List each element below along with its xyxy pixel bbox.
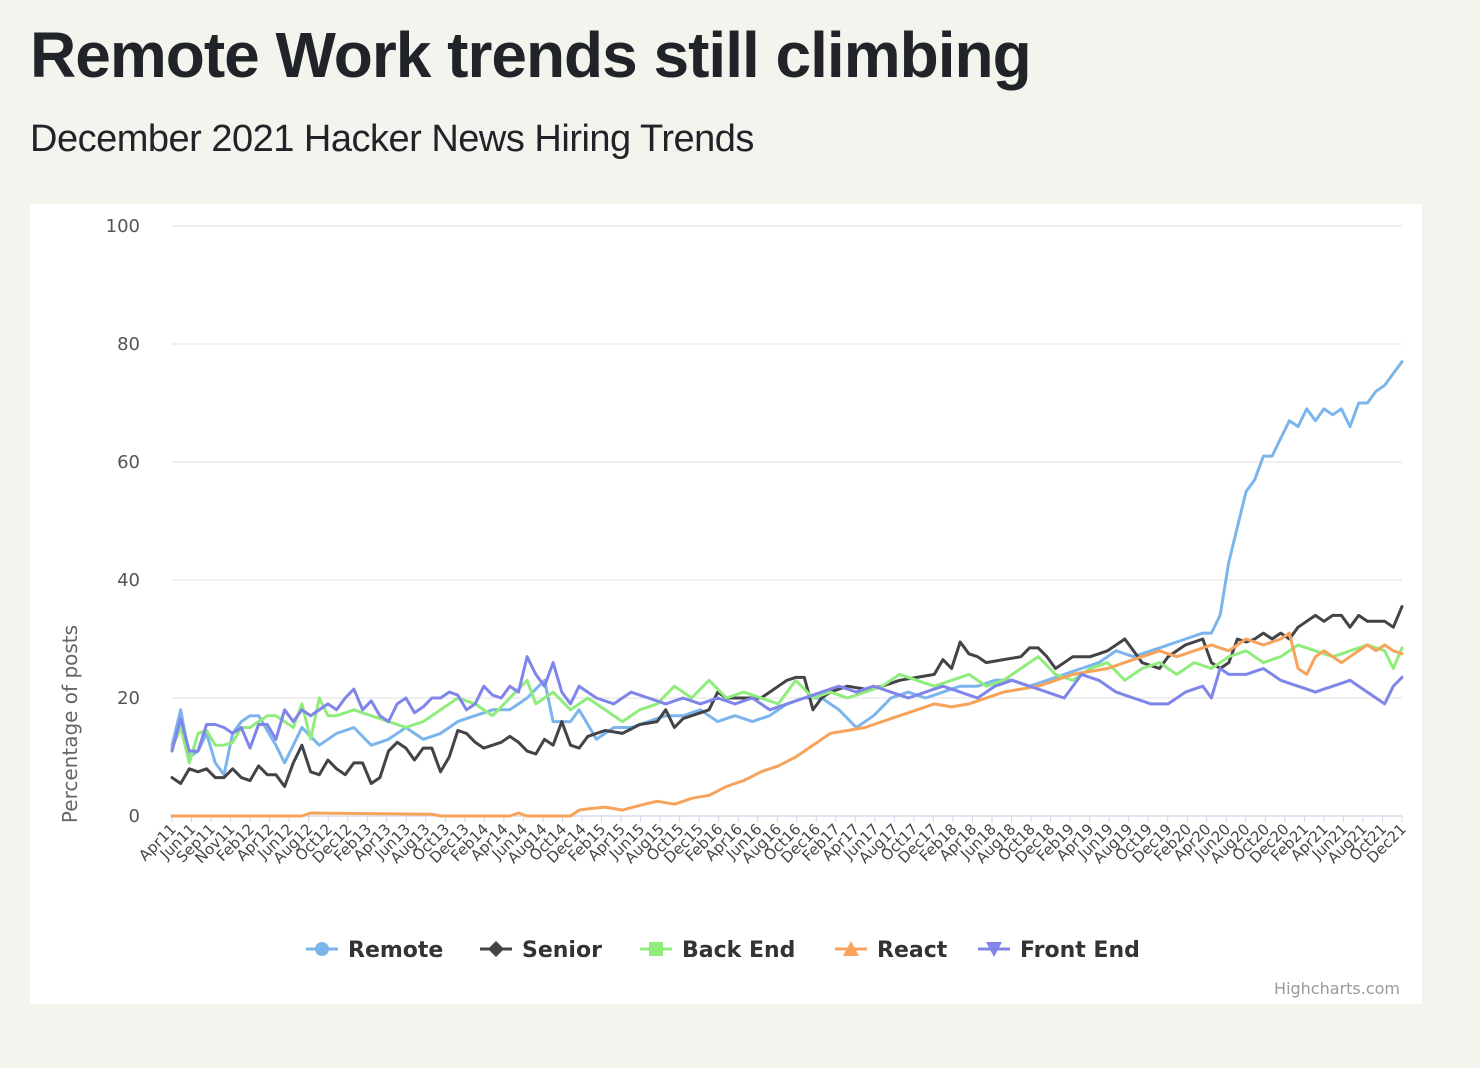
chart-panel: 0 20 40 60 80 100 Percentage of posts Apr11 Ju…	[30, 204, 1422, 1004]
circle-marker-icon	[315, 942, 329, 956]
diamond-marker-icon	[488, 941, 504, 957]
y-axis-ticks: 0 20 40 60 80 100	[106, 216, 140, 827]
y-axis-title: Percentage of posts	[58, 625, 82, 823]
series-line-senior[interactable]	[170, 605, 1404, 788]
legend-item-remote[interactable]: Remote	[306, 938, 443, 963]
legend-label: Back End	[682, 938, 795, 963]
legend-label: Front End	[1020, 938, 1140, 963]
legend-item-senior[interactable]: Senior	[480, 938, 602, 963]
legend-item-front-end[interactable]: Front End	[978, 938, 1140, 963]
y-tick-label: 40	[117, 570, 140, 591]
series-lines	[170, 360, 1404, 818]
legend-label: React	[877, 938, 948, 963]
legend-item-back-end[interactable]: Back End	[640, 938, 795, 963]
y-tick-label: 20	[117, 688, 140, 709]
series-line-remote[interactable]	[170, 360, 1404, 777]
legend-label: Senior	[522, 938, 602, 963]
y-tick-label: 0	[129, 806, 140, 827]
legend-label: Remote	[348, 938, 443, 963]
page-subtitle: December 2021 Hacker News Hiring Trends	[30, 118, 754, 160]
legend-item-react[interactable]: React	[835, 938, 948, 963]
legend: Remote Senior Back End React Front End	[306, 938, 1140, 963]
page-title: Remote Work trends still climbing	[30, 19, 1032, 91]
credits-link[interactable]: Highcharts.com	[1274, 979, 1400, 998]
y-tick-label: 60	[117, 452, 140, 473]
triangle-marker-icon	[843, 941, 859, 956]
y-tick-label: 80	[117, 334, 140, 355]
x-axis-ticks: Apr11Jun11Sep11Nov11Feb12Apr12Jun12Aug12…	[135, 816, 1410, 867]
grid-lines	[172, 225, 1402, 817]
series-line-front-end[interactable]	[170, 655, 1404, 753]
series-line-react[interactable]	[170, 631, 1404, 818]
triangle-down-marker-icon	[986, 942, 1002, 957]
square-marker-icon	[649, 942, 663, 956]
y-tick-label: 100	[106, 216, 140, 237]
line-chart: 0 20 40 60 80 100 Percentage of posts Apr11Ju…	[58, 216, 1410, 998]
series-line-back-end[interactable]	[170, 643, 1404, 765]
